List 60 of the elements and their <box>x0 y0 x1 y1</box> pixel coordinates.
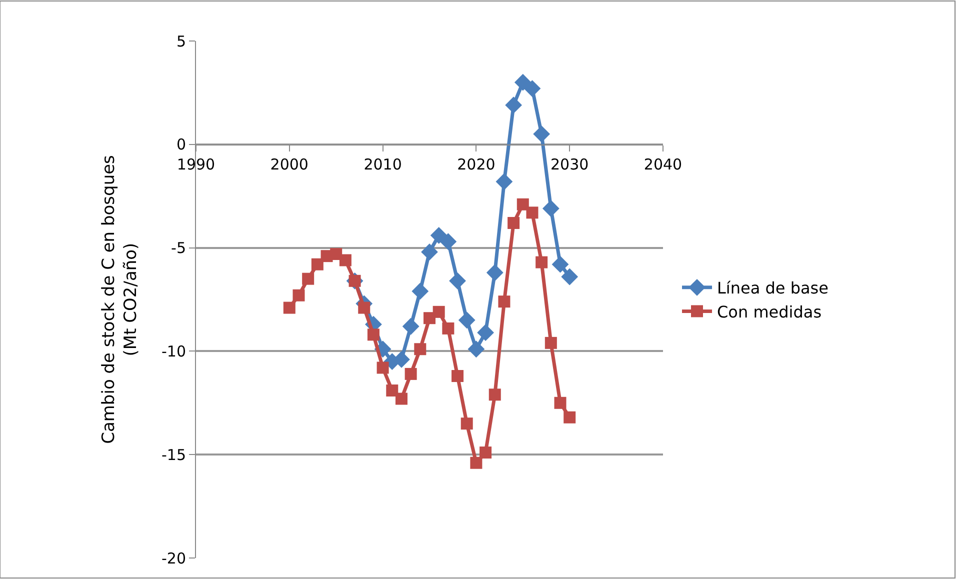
point <box>292 289 305 302</box>
point <box>367 328 380 341</box>
point <box>412 282 429 300</box>
y-axis-title: Cambio de stock de C en bosques (Mt CO2/año) <box>98 154 142 444</box>
point <box>386 384 398 396</box>
legend-label: Con medidas <box>717 302 822 322</box>
point <box>524 80 541 98</box>
point <box>460 418 473 430</box>
point <box>358 302 370 314</box>
point <box>496 173 513 190</box>
point <box>421 243 438 260</box>
point <box>542 200 560 217</box>
point <box>470 456 482 469</box>
x-tick-label: 2030 <box>550 155 589 174</box>
y-tick-label: 5 <box>176 32 186 50</box>
point <box>414 343 426 356</box>
point <box>404 368 417 380</box>
x-tick-label: 2040 <box>644 155 682 174</box>
point <box>283 302 296 314</box>
point <box>376 362 389 374</box>
point <box>452 370 464 382</box>
point <box>449 272 466 290</box>
point <box>468 340 485 358</box>
y-tick-label: -15 <box>162 446 186 464</box>
y-tick-label: -5 <box>171 239 186 258</box>
point <box>505 96 522 114</box>
point <box>432 306 445 318</box>
point <box>508 216 520 229</box>
point <box>477 324 494 342</box>
point <box>552 256 569 273</box>
point <box>442 322 454 334</box>
y-tick-label: -20 <box>162 549 186 568</box>
point <box>402 318 420 335</box>
point <box>339 254 352 266</box>
point <box>526 206 538 219</box>
point <box>516 198 529 210</box>
y-tick-label: -10 <box>162 342 186 360</box>
point <box>514 74 532 91</box>
x-tick-label: 2000 <box>270 155 308 174</box>
x-tick-label: 1990 <box>176 155 216 174</box>
point <box>564 411 576 424</box>
point <box>544 336 557 349</box>
point <box>458 312 476 329</box>
point <box>430 226 448 244</box>
point <box>536 256 548 268</box>
y-tick-label: 0 <box>176 136 186 154</box>
x-tick-label: 2010 <box>364 155 402 174</box>
point <box>486 264 504 282</box>
x-tick-label: 2020 <box>457 155 496 174</box>
point <box>561 268 578 286</box>
point <box>498 296 510 308</box>
point <box>302 272 314 285</box>
point <box>554 396 566 409</box>
point <box>395 392 408 405</box>
point <box>533 126 550 143</box>
point <box>480 446 492 459</box>
point <box>440 233 457 250</box>
point <box>311 258 324 270</box>
point <box>488 388 501 401</box>
legend-label: Línea de base <box>717 278 828 298</box>
